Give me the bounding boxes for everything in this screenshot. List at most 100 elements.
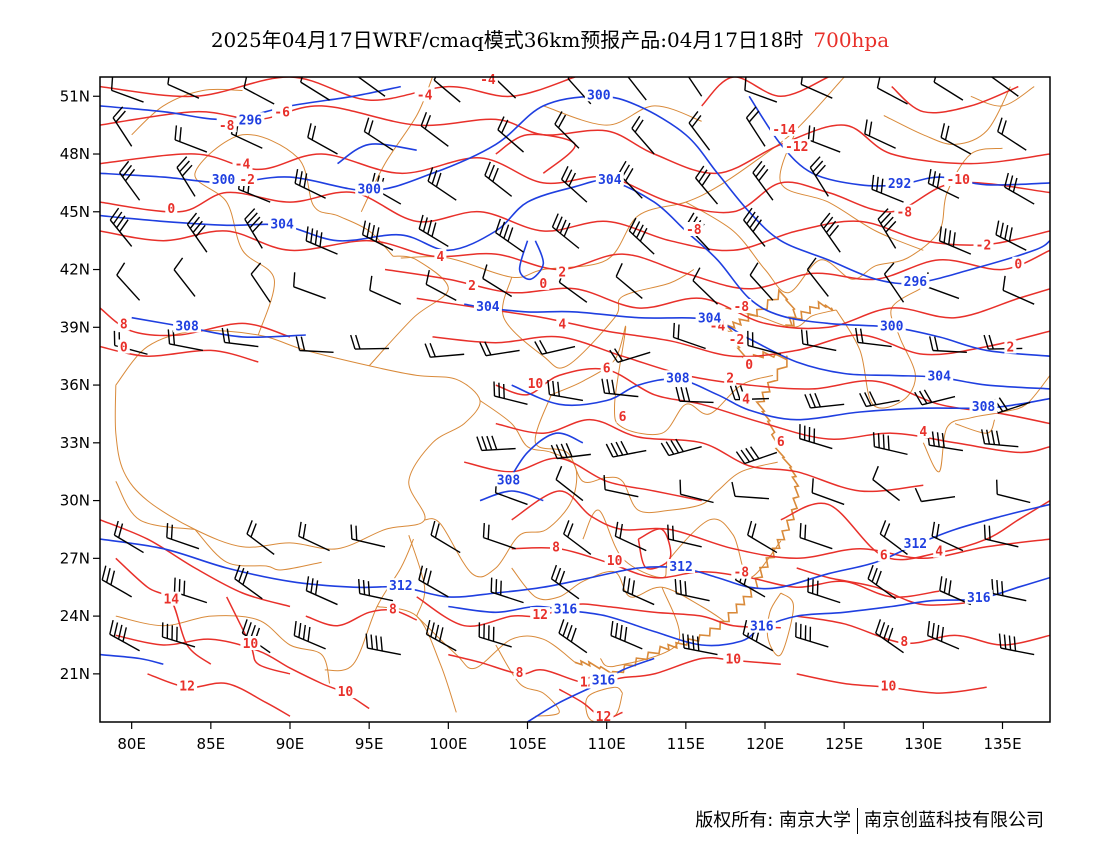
- contour-label-bg: [165, 200, 178, 215]
- wind-barb: [981, 429, 1019, 448]
- contour-label-bg: [1012, 256, 1025, 271]
- wind-barb: [358, 579, 394, 602]
- contour-label-bg: [272, 104, 293, 119]
- geopotential-isoline: [518, 240, 545, 281]
- temperature-label: 10: [881, 679, 897, 694]
- contour-label-bg: [885, 175, 914, 190]
- temperature-isoline: [796, 567, 987, 606]
- contour-label-bg: [593, 709, 614, 724]
- contour-label-bg: [268, 216, 297, 231]
- contour-label-bg: [335, 684, 356, 699]
- boundary-line: [408, 535, 426, 617]
- contour-label-bg: [901, 274, 930, 288]
- temperature-label: 12: [596, 710, 612, 725]
- wind-barb: [478, 622, 512, 648]
- wind-barb: [476, 435, 516, 452]
- temperature-label: -2: [729, 333, 745, 348]
- wind-barb: [119, 160, 141, 201]
- wind-barb: [983, 524, 1019, 548]
- wind-barb: [493, 381, 528, 405]
- contour-label-bg: [731, 299, 752, 313]
- contour-label-bg: [898, 634, 911, 649]
- wind-barb: [551, 213, 580, 249]
- contour-label-bg: [925, 368, 954, 383]
- temperature-label: 2: [1006, 341, 1014, 356]
- y-tick-label: 27N: [60, 549, 90, 567]
- wind-barb: [603, 475, 639, 498]
- wind-barb: [563, 520, 592, 556]
- wind-barb: [430, 520, 461, 554]
- geopotential-label: 304: [476, 300, 500, 315]
- wind-barb: [622, 576, 655, 606]
- wind-barb: [938, 226, 972, 255]
- contour-label-bg: [473, 299, 502, 313]
- temperature-label: 0: [1014, 258, 1022, 273]
- wind-barb: [490, 577, 524, 604]
- wind-barb: [305, 226, 338, 255]
- wind-barb: [246, 520, 275, 556]
- boundary-line: [835, 288, 921, 409]
- contour-label-bg: [731, 564, 752, 579]
- wind-barb: [688, 110, 711, 151]
- x-axis: 80E 85E 90E 95E 100E 105E 110E 115E 120E 125E 130E…: [117, 722, 1022, 753]
- wind-barb: [1004, 172, 1035, 205]
- wind-barb: [547, 380, 584, 402]
- company-name: 南京创蓝科技有限公司: [864, 810, 1044, 831]
- temperature-label: -14: [772, 123, 796, 138]
- y-axis: 51N 48N 45N 42N 39N 36N 33N 30N 27N 24N 21N: [60, 87, 100, 683]
- y-tick-label: 21N: [60, 665, 90, 683]
- wind-barb: [628, 217, 655, 255]
- temperature-label: 10: [607, 554, 623, 569]
- wind-barb: [799, 523, 833, 550]
- geopotential-label: 300: [212, 173, 236, 188]
- wind-barb: [418, 214, 449, 248]
- contour-label-bg: [933, 543, 946, 558]
- contour-label-bg: [878, 678, 899, 693]
- wind-barb: [186, 212, 208, 253]
- wind-barb: [809, 156, 829, 197]
- contour-label-bg: [232, 156, 253, 171]
- temperature-isoline: [147, 673, 291, 717]
- x-tick-label: 100E: [429, 735, 467, 753]
- contour-label-bg: [240, 636, 261, 650]
- y-tick-label: 30N: [60, 492, 90, 510]
- geopotential-isoline: [337, 143, 417, 165]
- wind-barb: [243, 77, 275, 105]
- temperature-label: 0: [745, 358, 753, 373]
- geopotential-label: 300: [587, 88, 611, 103]
- x-tick-label: 125E: [825, 735, 863, 753]
- wind-barb: [161, 622, 196, 648]
- wind-barb: [933, 77, 964, 101]
- geopotential-isoline: [479, 490, 544, 502]
- temperature-label: -12: [785, 140, 808, 155]
- wind-barb: [799, 424, 833, 450]
- wind-barb: [883, 262, 905, 303]
- plot-frame: [99, 76, 1051, 723]
- x-tick-label: 95E: [355, 735, 384, 753]
- geopotential-isoline: [131, 316, 306, 339]
- wind-barb: [479, 341, 520, 357]
- contour-label-bg: [537, 275, 550, 290]
- wind-barb: [731, 481, 770, 500]
- wind-barb: [875, 619, 904, 654]
- temperature-label: 6: [603, 362, 611, 377]
- wind-barb: [743, 207, 766, 247]
- temperature-label: 10: [528, 377, 544, 392]
- wind-barb: [631, 115, 655, 155]
- temperature-label: 10: [725, 652, 741, 667]
- wind-barb: [806, 257, 829, 297]
- contour-label-bg: [173, 318, 202, 333]
- y-tick-label: 45N: [60, 203, 90, 221]
- wind-barb: [872, 432, 908, 456]
- geopotential-label: 308: [666, 371, 690, 386]
- contour-label-bg: [695, 310, 724, 325]
- wind-barb: [940, 123, 972, 155]
- wind-barb: [363, 117, 394, 151]
- temperature-label: 0: [120, 341, 128, 356]
- contour-label-bg: [723, 651, 744, 666]
- title-level: 700hpa: [813, 28, 890, 52]
- temperature-label: 12: [532, 608, 548, 623]
- x-tick-label: 80E: [117, 735, 146, 753]
- geopotential-label: 296: [904, 275, 928, 290]
